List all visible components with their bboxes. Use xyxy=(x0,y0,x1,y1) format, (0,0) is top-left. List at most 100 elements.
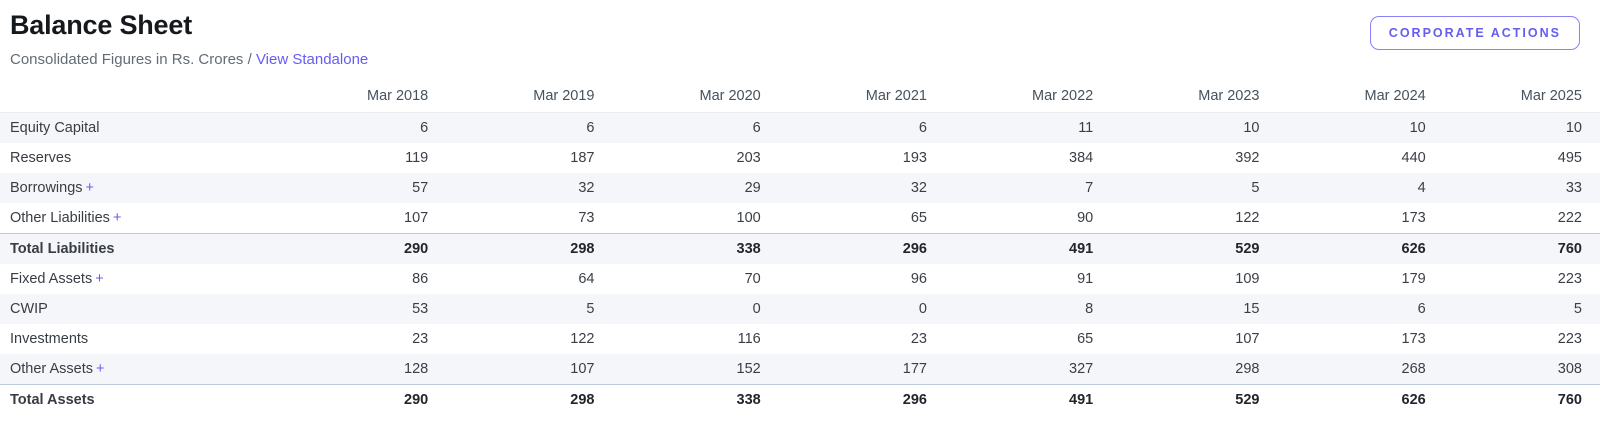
cell-value: 64 xyxy=(578,271,595,287)
cell-value: 73 xyxy=(578,210,595,226)
row-label-text: Total Liabilities xyxy=(10,241,115,257)
cell-value: 65 xyxy=(1077,331,1094,347)
row-label: Total Assets xyxy=(0,384,270,415)
cell-value: 33 xyxy=(1433,173,1600,203)
row-label-text: Borrowings xyxy=(10,180,83,196)
cell-value: 5 xyxy=(436,294,603,324)
cell-value: 4 xyxy=(1267,173,1434,203)
column-header: Mar 2019 xyxy=(436,80,603,113)
corporate-actions-button[interactable]: CORPORATE ACTIONS xyxy=(1369,16,1580,50)
cell-value: 179 xyxy=(1401,271,1426,287)
cell-value: 760 xyxy=(1433,384,1600,415)
cell-value: 222 xyxy=(1557,210,1582,226)
cell-value: 298 xyxy=(436,233,603,264)
cell-value: 23 xyxy=(910,331,927,347)
table-head: Mar 2018 Mar 2019 Mar 2020 Mar 2021 Mar 2022… xyxy=(0,80,1600,113)
balance-sheet-table: Mar 2018 Mar 2019 Mar 2020 Mar 2021 Mar 2022… xyxy=(0,80,1600,415)
table-row: Total Liabilities 290 298 338 296 491 529 626 76… xyxy=(0,233,1600,264)
cell-value: 491 xyxy=(935,233,1102,264)
cell-value: 384 xyxy=(1069,150,1094,166)
row-label-text: Fixed Assets xyxy=(10,271,93,287)
column-header: Mar 2018 xyxy=(270,80,437,113)
page-title: Balance Sheet xyxy=(10,10,192,40)
cell-value: 203 xyxy=(736,150,761,166)
column-header: Mar 2024 xyxy=(1267,80,1434,113)
row-label-text: Other Liabilities xyxy=(10,210,110,226)
cell-value: 122 xyxy=(1235,210,1260,226)
cell-value: 392 xyxy=(1235,150,1260,166)
cell-value: 327 xyxy=(935,354,1102,385)
column-header: Mar 2025 xyxy=(1433,80,1600,113)
row-label-text: Reserves xyxy=(10,150,72,166)
subtitle-text: Consolidated Figures in Rs. Crores / xyxy=(10,51,252,68)
cell-value: 122 xyxy=(570,331,595,347)
table-header-row: Mar 2018 Mar 2019 Mar 2020 Mar 2021 Mar 2022… xyxy=(0,80,1600,113)
cell-value: 119 xyxy=(405,150,429,166)
expand-plus-icon[interactable]: + xyxy=(96,361,105,377)
cell-value: 187 xyxy=(570,150,595,166)
cell-value: 0 xyxy=(768,294,935,324)
table-row: Other Liabilities +107 73 100 65 90 122 173 222 xyxy=(0,203,1600,234)
cell-value: 107 xyxy=(404,210,429,226)
expand-plus-icon[interactable]: + xyxy=(112,210,122,226)
cell-value: 107 xyxy=(436,354,603,385)
cell-value: 29 xyxy=(602,173,769,203)
cell-value: 760 xyxy=(1433,233,1600,264)
expand-plus-icon[interactable]: + xyxy=(85,180,94,196)
cell-value: 70 xyxy=(744,271,761,287)
cell-value: 7 xyxy=(935,173,1102,203)
row-label-text: Other Assets xyxy=(10,361,94,377)
table-row: Fixed Assets +86 64 70 96 91 109 179 223 xyxy=(0,264,1600,294)
cell-value: 53 xyxy=(270,294,437,324)
table-row: Total Assets 290 298 338 296 491 529 626 760 xyxy=(0,384,1600,415)
cell-value: 5 xyxy=(1433,294,1600,324)
cell-value: 495 xyxy=(1557,150,1582,166)
cell-value: 152 xyxy=(602,354,769,385)
cell-value: 6 xyxy=(436,112,603,143)
cell-value: 109 xyxy=(1235,271,1260,287)
balance-sheet-page: Balance Sheet Consolidated Figures in Rs… xyxy=(0,4,1600,415)
cell-value: 6 xyxy=(602,112,769,143)
cell-value: 193 xyxy=(902,150,927,166)
row-label: Equity Capital xyxy=(0,112,270,143)
cell-value: 338 xyxy=(602,384,769,415)
row-label-header xyxy=(0,80,270,113)
cell-value: 128 xyxy=(270,354,437,385)
page-header: Balance Sheet Consolidated Figures in Rs… xyxy=(0,4,1600,68)
table-row: Equity Capital 6 6 6 6 11 10 10 10 xyxy=(0,112,1600,143)
row-label: Other Assets + xyxy=(0,354,270,385)
cell-value: 32 xyxy=(436,173,603,203)
row-label: CWIP xyxy=(0,294,270,324)
view-standalone-link[interactable]: View Standalone xyxy=(255,51,369,68)
cell-value: 223 xyxy=(1557,331,1582,347)
cell-value: 298 xyxy=(1101,354,1268,385)
cell-value: 290 xyxy=(270,384,437,415)
cell-value: 6 xyxy=(1267,294,1434,324)
cell-value: 296 xyxy=(768,233,935,264)
table-row: Other Assets +128 107 152 177 327 298 268 308 xyxy=(0,354,1600,385)
cell-value: 116 xyxy=(737,331,761,347)
column-header: Mar 2023 xyxy=(1101,80,1268,113)
cell-value: 32 xyxy=(768,173,935,203)
cell-value: 173 xyxy=(1401,331,1426,347)
cell-value: 338 xyxy=(602,233,769,264)
table-row: Investments 23 122 116 23 65 107 173 223 xyxy=(0,324,1600,354)
cell-value: 96 xyxy=(910,271,927,287)
cell-value: 529 xyxy=(1101,233,1268,264)
row-label: Fixed Assets + xyxy=(0,264,270,294)
cell-value: 308 xyxy=(1433,354,1600,385)
row-label: Other Liabilities + xyxy=(0,203,270,234)
expand-plus-icon[interactable]: + xyxy=(95,271,104,287)
cell-value: 0 xyxy=(602,294,769,324)
cell-value: 491 xyxy=(935,384,1102,415)
row-label-text: CWIP xyxy=(10,301,48,317)
row-label-text: Equity Capital xyxy=(10,120,100,136)
cell-value: 440 xyxy=(1401,150,1426,166)
cell-value: 65 xyxy=(910,210,927,226)
cell-value: 223 xyxy=(1557,271,1582,287)
cell-value: 90 xyxy=(1077,210,1094,226)
figures-subtitle: Consolidated Figures in Rs. Crores / Vie… xyxy=(10,51,1590,68)
row-label: Investments xyxy=(0,324,270,354)
cell-value: 10 xyxy=(1433,112,1600,143)
cell-value: 8 xyxy=(935,294,1102,324)
